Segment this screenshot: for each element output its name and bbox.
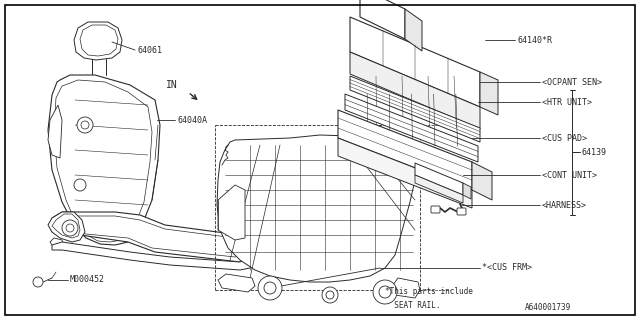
Text: <HARNESS>: <HARNESS> bbox=[542, 201, 587, 210]
FancyBboxPatch shape bbox=[457, 208, 466, 215]
Polygon shape bbox=[472, 162, 492, 200]
Polygon shape bbox=[48, 212, 85, 242]
Circle shape bbox=[258, 276, 282, 300]
Polygon shape bbox=[393, 278, 420, 298]
Circle shape bbox=[81, 121, 89, 129]
Polygon shape bbox=[350, 52, 480, 129]
Polygon shape bbox=[415, 163, 463, 195]
Polygon shape bbox=[350, 17, 480, 107]
Polygon shape bbox=[360, 0, 405, 39]
Polygon shape bbox=[345, 94, 478, 162]
Polygon shape bbox=[350, 76, 480, 142]
Polygon shape bbox=[218, 185, 245, 240]
Polygon shape bbox=[74, 22, 122, 60]
Circle shape bbox=[33, 277, 43, 287]
Polygon shape bbox=[48, 75, 160, 245]
Text: A640001739: A640001739 bbox=[525, 303, 572, 313]
Polygon shape bbox=[338, 110, 472, 190]
Text: 64139: 64139 bbox=[582, 148, 607, 156]
Polygon shape bbox=[415, 175, 463, 203]
Circle shape bbox=[77, 117, 93, 133]
Text: IN: IN bbox=[166, 80, 178, 90]
Text: 64140*R: 64140*R bbox=[518, 36, 553, 44]
Text: *This parts include: *This parts include bbox=[385, 287, 473, 297]
Polygon shape bbox=[217, 135, 415, 282]
Text: 64040A: 64040A bbox=[178, 116, 208, 124]
Text: 64061: 64061 bbox=[138, 45, 163, 54]
Polygon shape bbox=[405, 9, 422, 51]
Text: <CUS PAD>: <CUS PAD> bbox=[542, 133, 587, 142]
Circle shape bbox=[322, 287, 338, 303]
Polygon shape bbox=[80, 25, 118, 56]
Circle shape bbox=[379, 286, 391, 298]
Circle shape bbox=[326, 291, 334, 299]
Text: <HTR UNIT>: <HTR UNIT> bbox=[542, 98, 592, 107]
Polygon shape bbox=[480, 72, 498, 115]
Polygon shape bbox=[58, 216, 248, 257]
Polygon shape bbox=[218, 274, 255, 292]
Circle shape bbox=[264, 282, 276, 294]
Text: *<CUS FRM>: *<CUS FRM> bbox=[482, 263, 532, 273]
Text: SEAT RAIL.: SEAT RAIL. bbox=[385, 300, 440, 309]
Circle shape bbox=[62, 220, 78, 236]
Polygon shape bbox=[52, 242, 260, 270]
Polygon shape bbox=[50, 238, 65, 250]
Circle shape bbox=[373, 280, 397, 304]
Polygon shape bbox=[463, 183, 471, 199]
Text: M000452: M000452 bbox=[70, 276, 105, 284]
Polygon shape bbox=[54, 80, 152, 242]
Polygon shape bbox=[52, 214, 80, 238]
Polygon shape bbox=[52, 212, 255, 262]
Polygon shape bbox=[338, 138, 472, 208]
Polygon shape bbox=[48, 105, 62, 158]
Text: <OCPANT SEN>: <OCPANT SEN> bbox=[542, 77, 602, 86]
FancyBboxPatch shape bbox=[431, 206, 440, 213]
Text: <CONT UNIT>: <CONT UNIT> bbox=[542, 171, 597, 180]
Circle shape bbox=[74, 179, 86, 191]
